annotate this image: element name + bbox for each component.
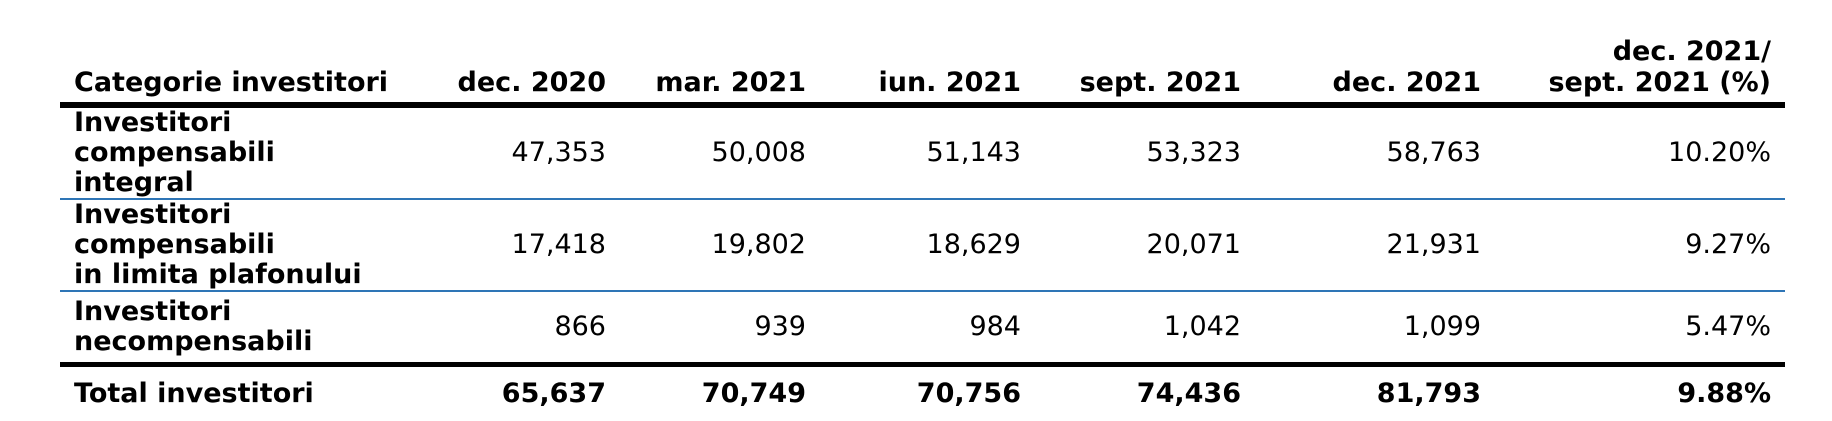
cell-dec-2021: 58,763 — [1255, 105, 1495, 199]
header-change-line1: dec. 2021/ — [1509, 36, 1771, 67]
row-category-line1: Investitori compensabili — [74, 108, 426, 168]
cell-mar-2021: 50,008 — [620, 105, 820, 199]
header-change-line2: sept. 2021 (%) — [1509, 67, 1771, 98]
header-row: Categorie investitori dec. 2020 mar. 202… — [60, 22, 1785, 105]
cell-sept-2021: 1,042 — [1035, 291, 1255, 365]
row-category-line2: necompensabili — [74, 327, 426, 357]
cell-sept-2021: 53,323 — [1035, 105, 1255, 199]
table-body: Investitori compensabili integral 47,353… — [60, 105, 1785, 365]
header-category: Categorie investitori — [60, 22, 440, 105]
cell-dec-2021: 1,099 — [1255, 291, 1495, 365]
row-category-line2: integral — [74, 168, 426, 198]
row-category: Investitori compensabili in limita plafo… — [60, 199, 440, 291]
row-category: Investitori compensabili integral — [60, 105, 440, 199]
total-row: Total investitori 65,637 70,749 70,756 7… — [60, 365, 1785, 421]
total-iun-2021: 70,756 — [820, 365, 1035, 421]
table-header: Categorie investitori dec. 2020 mar. 202… — [60, 22, 1785, 105]
header-sept-2021: sept. 2021 — [1035, 22, 1255, 105]
table-row: Investitori compensabili integral 47,353… — [60, 105, 1785, 199]
cell-mar-2021: 19,802 — [620, 199, 820, 291]
header-dec-2021: dec. 2021 — [1255, 22, 1495, 105]
cell-iun-2021: 51,143 — [820, 105, 1035, 199]
table-row: Investitori compensabili in limita plafo… — [60, 199, 1785, 291]
cell-dec-2020: 17,418 — [440, 199, 620, 291]
total-category: Total investitori — [60, 365, 440, 421]
total-dec-2020: 65,637 — [440, 365, 620, 421]
cell-change: 5.47% — [1495, 291, 1785, 365]
header-change: dec. 2021/ sept. 2021 (%) — [1495, 22, 1785, 105]
cell-iun-2021: 18,629 — [820, 199, 1035, 291]
row-category-line1: Investitori — [74, 297, 426, 327]
cell-sept-2021: 20,071 — [1035, 199, 1255, 291]
total-sept-2021: 74,436 — [1035, 365, 1255, 421]
cell-dec-2021: 21,931 — [1255, 199, 1495, 291]
cell-dec-2020: 866 — [440, 291, 620, 365]
header-iun-2021: iun. 2021 — [820, 22, 1035, 105]
total-mar-2021: 70,749 — [620, 365, 820, 421]
total-dec-2021: 81,793 — [1255, 365, 1495, 421]
cell-dec-2020: 47,353 — [440, 105, 620, 199]
cell-change: 9.27% — [1495, 199, 1785, 291]
header-mar-2021: mar. 2021 — [620, 22, 820, 105]
table-total: Total investitori 65,637 70,749 70,756 7… — [60, 365, 1785, 421]
table-row: Investitori necompensabili 866 939 984 1… — [60, 291, 1785, 365]
row-category: Investitori necompensabili — [60, 291, 440, 365]
total-change: 9.88% — [1495, 365, 1785, 421]
cell-iun-2021: 984 — [820, 291, 1035, 365]
cell-change: 10.20% — [1495, 105, 1785, 199]
row-category-line2: in limita plafonului — [74, 260, 426, 290]
row-category-line1: Investitori compensabili — [74, 200, 426, 260]
cell-mar-2021: 939 — [620, 291, 820, 365]
header-dec-2020: dec. 2020 — [440, 22, 620, 105]
investor-categories-table: Categorie investitori dec. 2020 mar. 202… — [60, 22, 1785, 421]
